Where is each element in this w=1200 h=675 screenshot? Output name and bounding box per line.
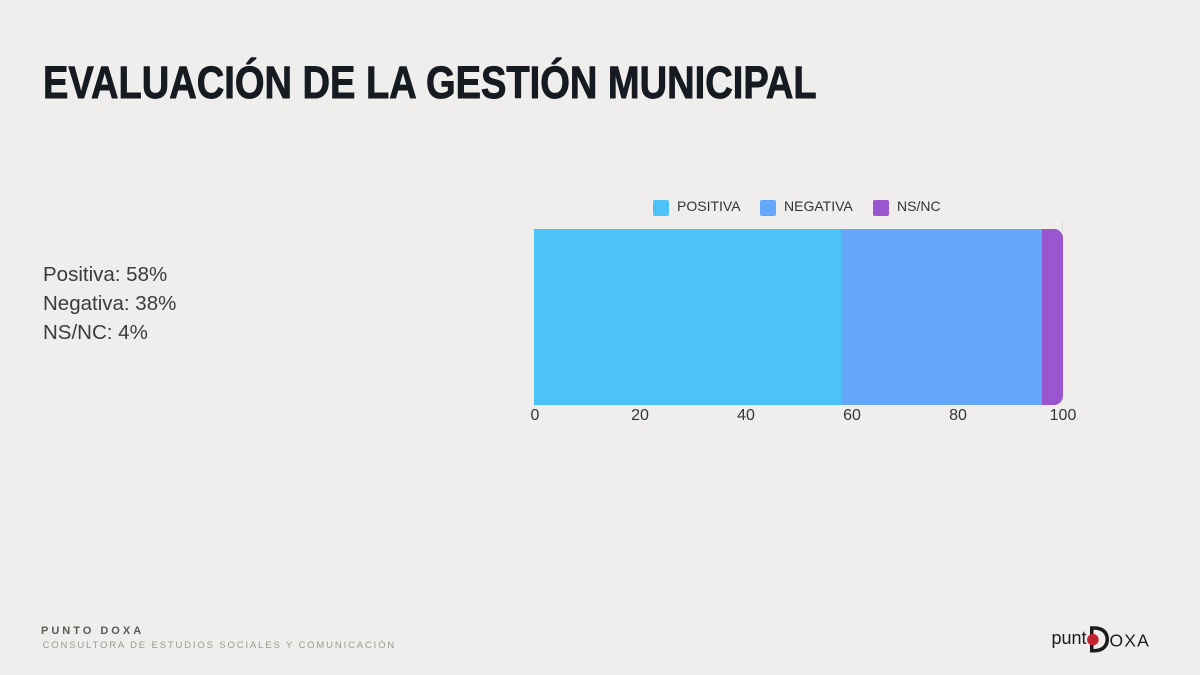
svg-text:OXA: OXA — [1110, 630, 1151, 650]
svg-text:punt: punt — [1052, 628, 1087, 648]
